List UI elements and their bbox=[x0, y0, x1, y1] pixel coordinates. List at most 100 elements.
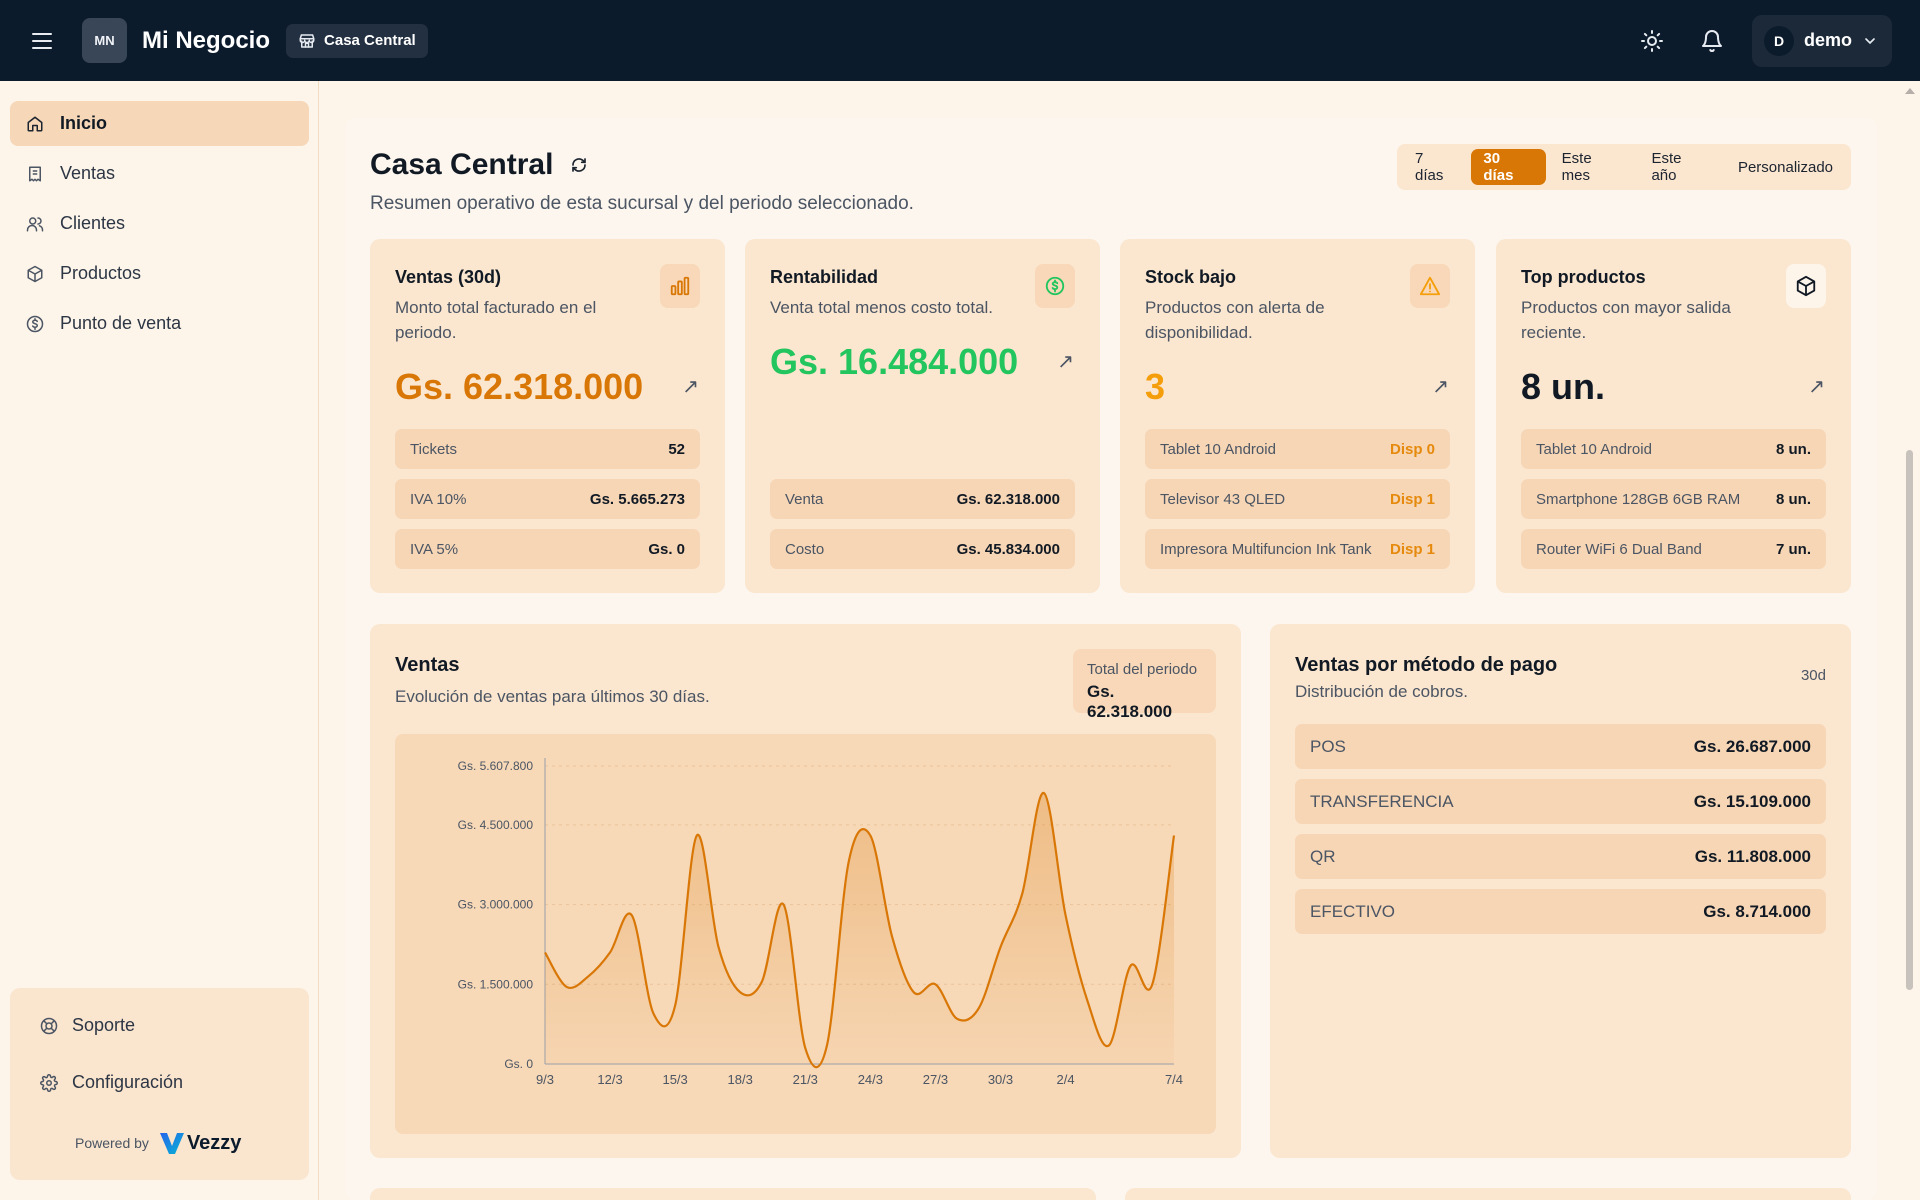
kpi-title: Top productos bbox=[1521, 267, 1646, 287]
refresh-icon[interactable] bbox=[571, 157, 587, 173]
sales-point bbox=[846, 859, 852, 865]
page-title: Casa Central bbox=[370, 148, 587, 182]
sidebar-item-ventas[interactable]: Ventas bbox=[10, 151, 309, 196]
x-tick-label: 27/3 bbox=[923, 1072, 948, 1087]
warning-icon bbox=[1410, 264, 1450, 308]
chart-title: Ventas bbox=[395, 654, 460, 676]
sidebar-item-label: Punto de venta bbox=[60, 313, 182, 333]
next-card-top bbox=[1125, 1188, 1851, 1200]
kpi-detail-row: Tickets 52 bbox=[395, 429, 700, 469]
powered-by: Powered by Vezzy bbox=[75, 1131, 241, 1155]
kpi-detail-row: Impresora Multifuncion Ink Tank Disp 1 bbox=[1145, 529, 1450, 569]
sidebar: Inicio Ventas Clientes Productos Punto d… bbox=[0, 81, 319, 1200]
sales-point bbox=[650, 1011, 656, 1017]
sidebar-item-productos[interactable]: Productos bbox=[10, 251, 309, 296]
kpi-value: 8 un. bbox=[1521, 366, 1606, 407]
app-name: Mi Negocio bbox=[142, 26, 271, 54]
sales-point bbox=[694, 832, 700, 838]
payment-method: POS bbox=[1310, 736, 1346, 756]
settings-label: Configuración bbox=[72, 1072, 184, 1092]
y-tick-label: Gs. 5.607.800 bbox=[458, 759, 534, 773]
range-30-dias[interactable]: 30 días bbox=[1471, 149, 1546, 185]
y-tick-label: Gs. 3.000.000 bbox=[458, 898, 534, 912]
row-label: IVA 10% bbox=[410, 490, 467, 508]
payment-method: TRANSFERENCIA bbox=[1310, 791, 1454, 811]
sales-point bbox=[716, 944, 722, 950]
kpi-rentabilidad-card[interactable]: Rentabilidad Venta total menos costo tot… bbox=[745, 239, 1100, 593]
sidebar-item-punto-de-venta[interactable]: Punto de venta bbox=[10, 301, 309, 346]
row-label: Costo bbox=[785, 540, 825, 558]
kpi-value: 3 bbox=[1145, 366, 1166, 407]
bar-chart-icon bbox=[660, 264, 700, 308]
arrow-up-right-icon[interactable]: ↗ bbox=[1057, 351, 1074, 373]
box-icon bbox=[1786, 264, 1826, 308]
row-value: 52 bbox=[668, 440, 685, 458]
x-tick-label: 15/3 bbox=[662, 1072, 687, 1087]
scroll-up-icon[interactable] bbox=[1905, 88, 1915, 94]
range-este-mes[interactable]: Este mes bbox=[1561, 150, 1592, 184]
theme-toggle-sun-icon[interactable] bbox=[1632, 21, 1672, 61]
row-label: Tablet 10 Android bbox=[1536, 440, 1652, 458]
x-tick-label: 7/4 bbox=[1165, 1072, 1183, 1087]
kpi-stock-bajo-card[interactable]: Stock bajo Productos con alerta de dispo… bbox=[1120, 239, 1475, 593]
range-7-dias[interactable]: 7 días bbox=[1415, 150, 1444, 184]
sales-point bbox=[889, 933, 895, 939]
dollar-circle-icon bbox=[26, 315, 44, 332]
kpi-description: Venta total menos costo total. bbox=[770, 298, 994, 317]
range-este-ano[interactable]: Este año bbox=[1651, 150, 1682, 184]
sales-point bbox=[1084, 997, 1090, 1003]
x-tick-label: 2/4 bbox=[1057, 1072, 1075, 1087]
kpi-detail-row: Tablet 10 Android Disp 0 bbox=[1145, 429, 1450, 469]
range-personalizado[interactable]: Personalizado bbox=[1737, 158, 1834, 176]
vezzy-logo[interactable]: Vezzy bbox=[159, 1131, 241, 1155]
kpi-detail-row: Smartphone 128GB 6GB RAM 8 un. bbox=[1521, 479, 1826, 519]
sales-point bbox=[737, 989, 743, 995]
sales-point bbox=[867, 832, 873, 838]
support-link[interactable]: Soporte bbox=[40, 1015, 135, 1036]
row-value: Gs. 45.834.000 bbox=[956, 540, 1060, 558]
scrollbar-thumb[interactable] bbox=[1906, 450, 1913, 990]
arrow-up-right-icon[interactable]: ↗ bbox=[682, 376, 699, 398]
bell-icon[interactable] bbox=[1692, 21, 1732, 61]
user-menu[interactable]: D demo bbox=[1752, 14, 1892, 67]
gear-icon bbox=[40, 1073, 58, 1092]
kpi-top-productos-card[interactable]: Top productos Productos con mayor salida… bbox=[1496, 239, 1851, 593]
payment-row: QR Gs. 11.808.000 bbox=[1295, 834, 1826, 879]
sidebar-item-clientes[interactable]: Clientes bbox=[10, 201, 309, 246]
store-icon bbox=[299, 33, 315, 48]
kpi-detail-row: Venta Gs. 62.318.000 bbox=[770, 479, 1075, 519]
settings-link[interactable]: Configuración bbox=[40, 1072, 183, 1093]
sales-point bbox=[802, 1045, 808, 1051]
kpi-value: Gs. 16.484.000 bbox=[770, 341, 1019, 382]
sales-point bbox=[629, 912, 635, 918]
kpi-ventas-card[interactable]: Ventas (30d) Monto total facturado en el… bbox=[370, 239, 725, 593]
powered-by-label: Powered by bbox=[75, 1135, 149, 1151]
arrow-up-right-icon[interactable]: ↗ bbox=[1808, 376, 1825, 398]
sales-point bbox=[672, 1003, 678, 1009]
payment-method: QR bbox=[1310, 846, 1336, 866]
arrow-up-right-icon[interactable]: ↗ bbox=[1432, 376, 1449, 398]
branch-selector[interactable]: Casa Central bbox=[286, 23, 428, 58]
sales-point bbox=[824, 1042, 830, 1048]
dashboard-panel: Casa Central Resumen operativo de esta s… bbox=[345, 118, 1877, 1200]
sidebar-item-inicio[interactable]: Inicio bbox=[10, 101, 309, 146]
sales-point bbox=[585, 973, 591, 979]
branch-name: Casa Central bbox=[324, 32, 416, 49]
period-total-box: Total del periodo Gs. 62.318.000 bbox=[1073, 649, 1216, 721]
next-card-top bbox=[370, 1188, 1096, 1200]
sales-point bbox=[997, 944, 1003, 950]
row-label: Tickets bbox=[410, 440, 457, 458]
payment-amount: Gs. 15.109.000 bbox=[1693, 791, 1811, 811]
x-tick-label: 18/3 bbox=[728, 1072, 753, 1087]
dollar-circle-icon bbox=[1035, 264, 1075, 308]
kpi-title: Stock bajo bbox=[1145, 267, 1237, 287]
page-title-text: Casa Central bbox=[370, 148, 554, 181]
package-icon bbox=[27, 265, 43, 282]
menu-icon[interactable] bbox=[28, 27, 56, 55]
receipt-icon bbox=[29, 166, 41, 181]
row-label: Router WiFi 6 Dual Band bbox=[1536, 540, 1702, 558]
row-value: Gs. 5.665.273 bbox=[589, 490, 685, 508]
x-tick-label: 30/3 bbox=[988, 1072, 1013, 1087]
sales-chart-svg[interactable]: Gs. 0 Gs. 1.500.000 Gs. 3.000.000 Gs. 4.500… bbox=[395, 734, 1216, 1134]
sales-point bbox=[1128, 963, 1134, 969]
